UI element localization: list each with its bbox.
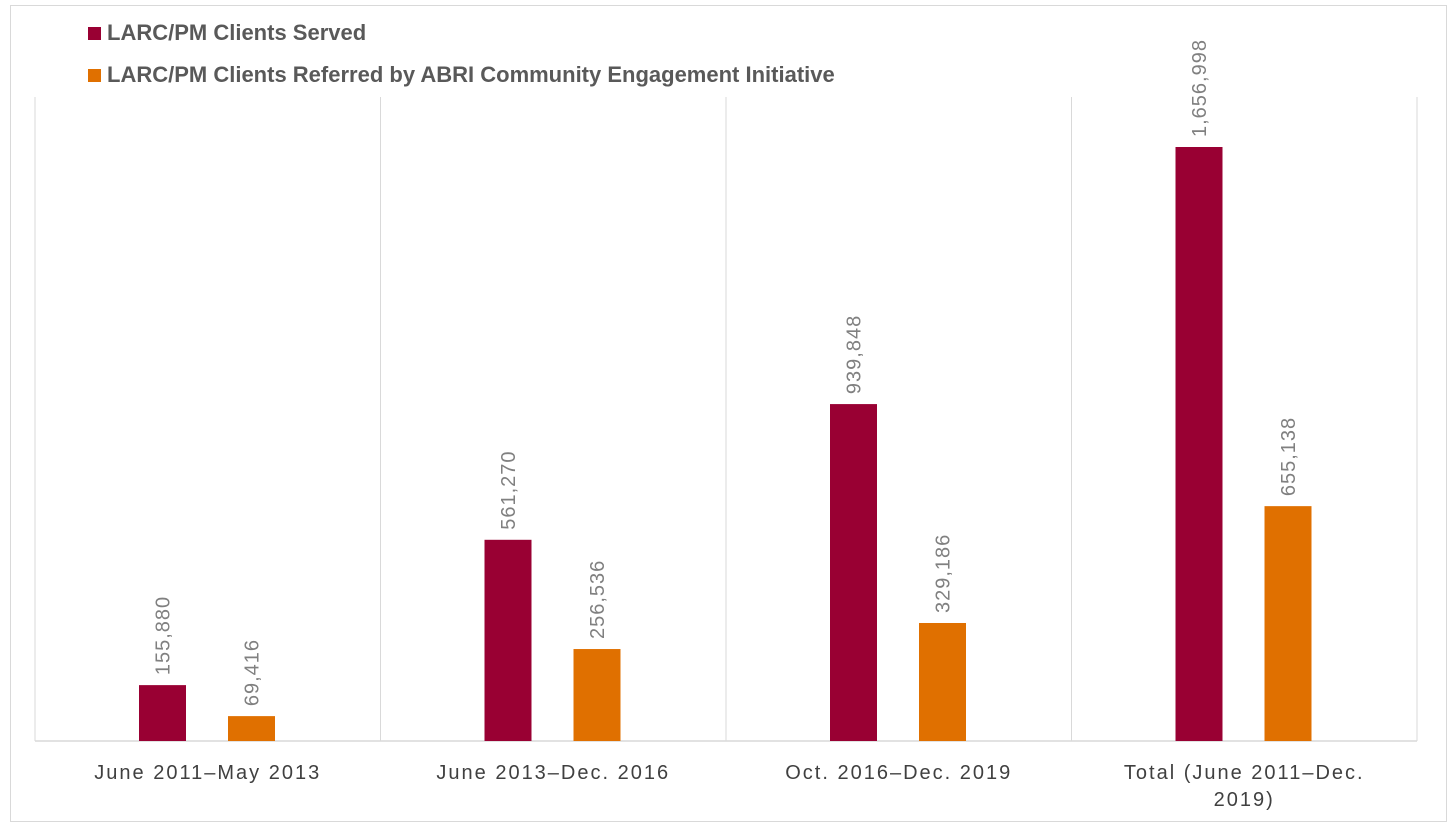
data-label: 155,880 — [153, 596, 175, 675]
legend-item-served: LARC/PM Clients Served — [88, 18, 835, 48]
bar-served — [1175, 147, 1223, 741]
bar-served — [139, 685, 186, 741]
data-label: 561,270 — [498, 450, 520, 529]
chart-legend: LARC/PM Clients Served LARC/PM Clients R… — [88, 18, 835, 102]
bar-served — [484, 539, 532, 741]
data-label: 69,416 — [242, 639, 264, 706]
bar-referred — [919, 622, 966, 741]
legend-label-referred: LARC/PM Clients Referred by ABRI Communi… — [107, 62, 835, 87]
legend-label-served: LARC/PM Clients Served — [107, 20, 367, 45]
bar-referred — [228, 716, 275, 741]
x-tick-label: Total (June 2011–Dec. — [1124, 762, 1365, 784]
bar-referred — [1264, 506, 1312, 741]
legend-swatch-referred — [88, 68, 101, 82]
data-label: 655,138 — [1278, 417, 1300, 496]
data-label: 256,536 — [587, 560, 609, 639]
data-label: 939,848 — [844, 315, 866, 394]
chart-frame — [10, 5, 1447, 822]
legend-item-referred: LARC/PM Clients Referred by ABRI Communi… — [88, 60, 835, 90]
data-label: 1,656,998 — [1189, 39, 1211, 137]
x-tick-label: Oct. 2016–Dec. 2019 — [785, 762, 1012, 784]
x-tick-label: June 2013–Dec. 2016 — [436, 762, 670, 784]
bar-served — [830, 404, 877, 741]
bar-referred — [573, 649, 621, 741]
x-tick-label: 2019) — [1214, 789, 1275, 811]
legend-swatch-served — [88, 26, 101, 40]
x-tick-label: June 2011–May 2013 — [94, 762, 321, 784]
data-label: 329,186 — [933, 534, 955, 613]
